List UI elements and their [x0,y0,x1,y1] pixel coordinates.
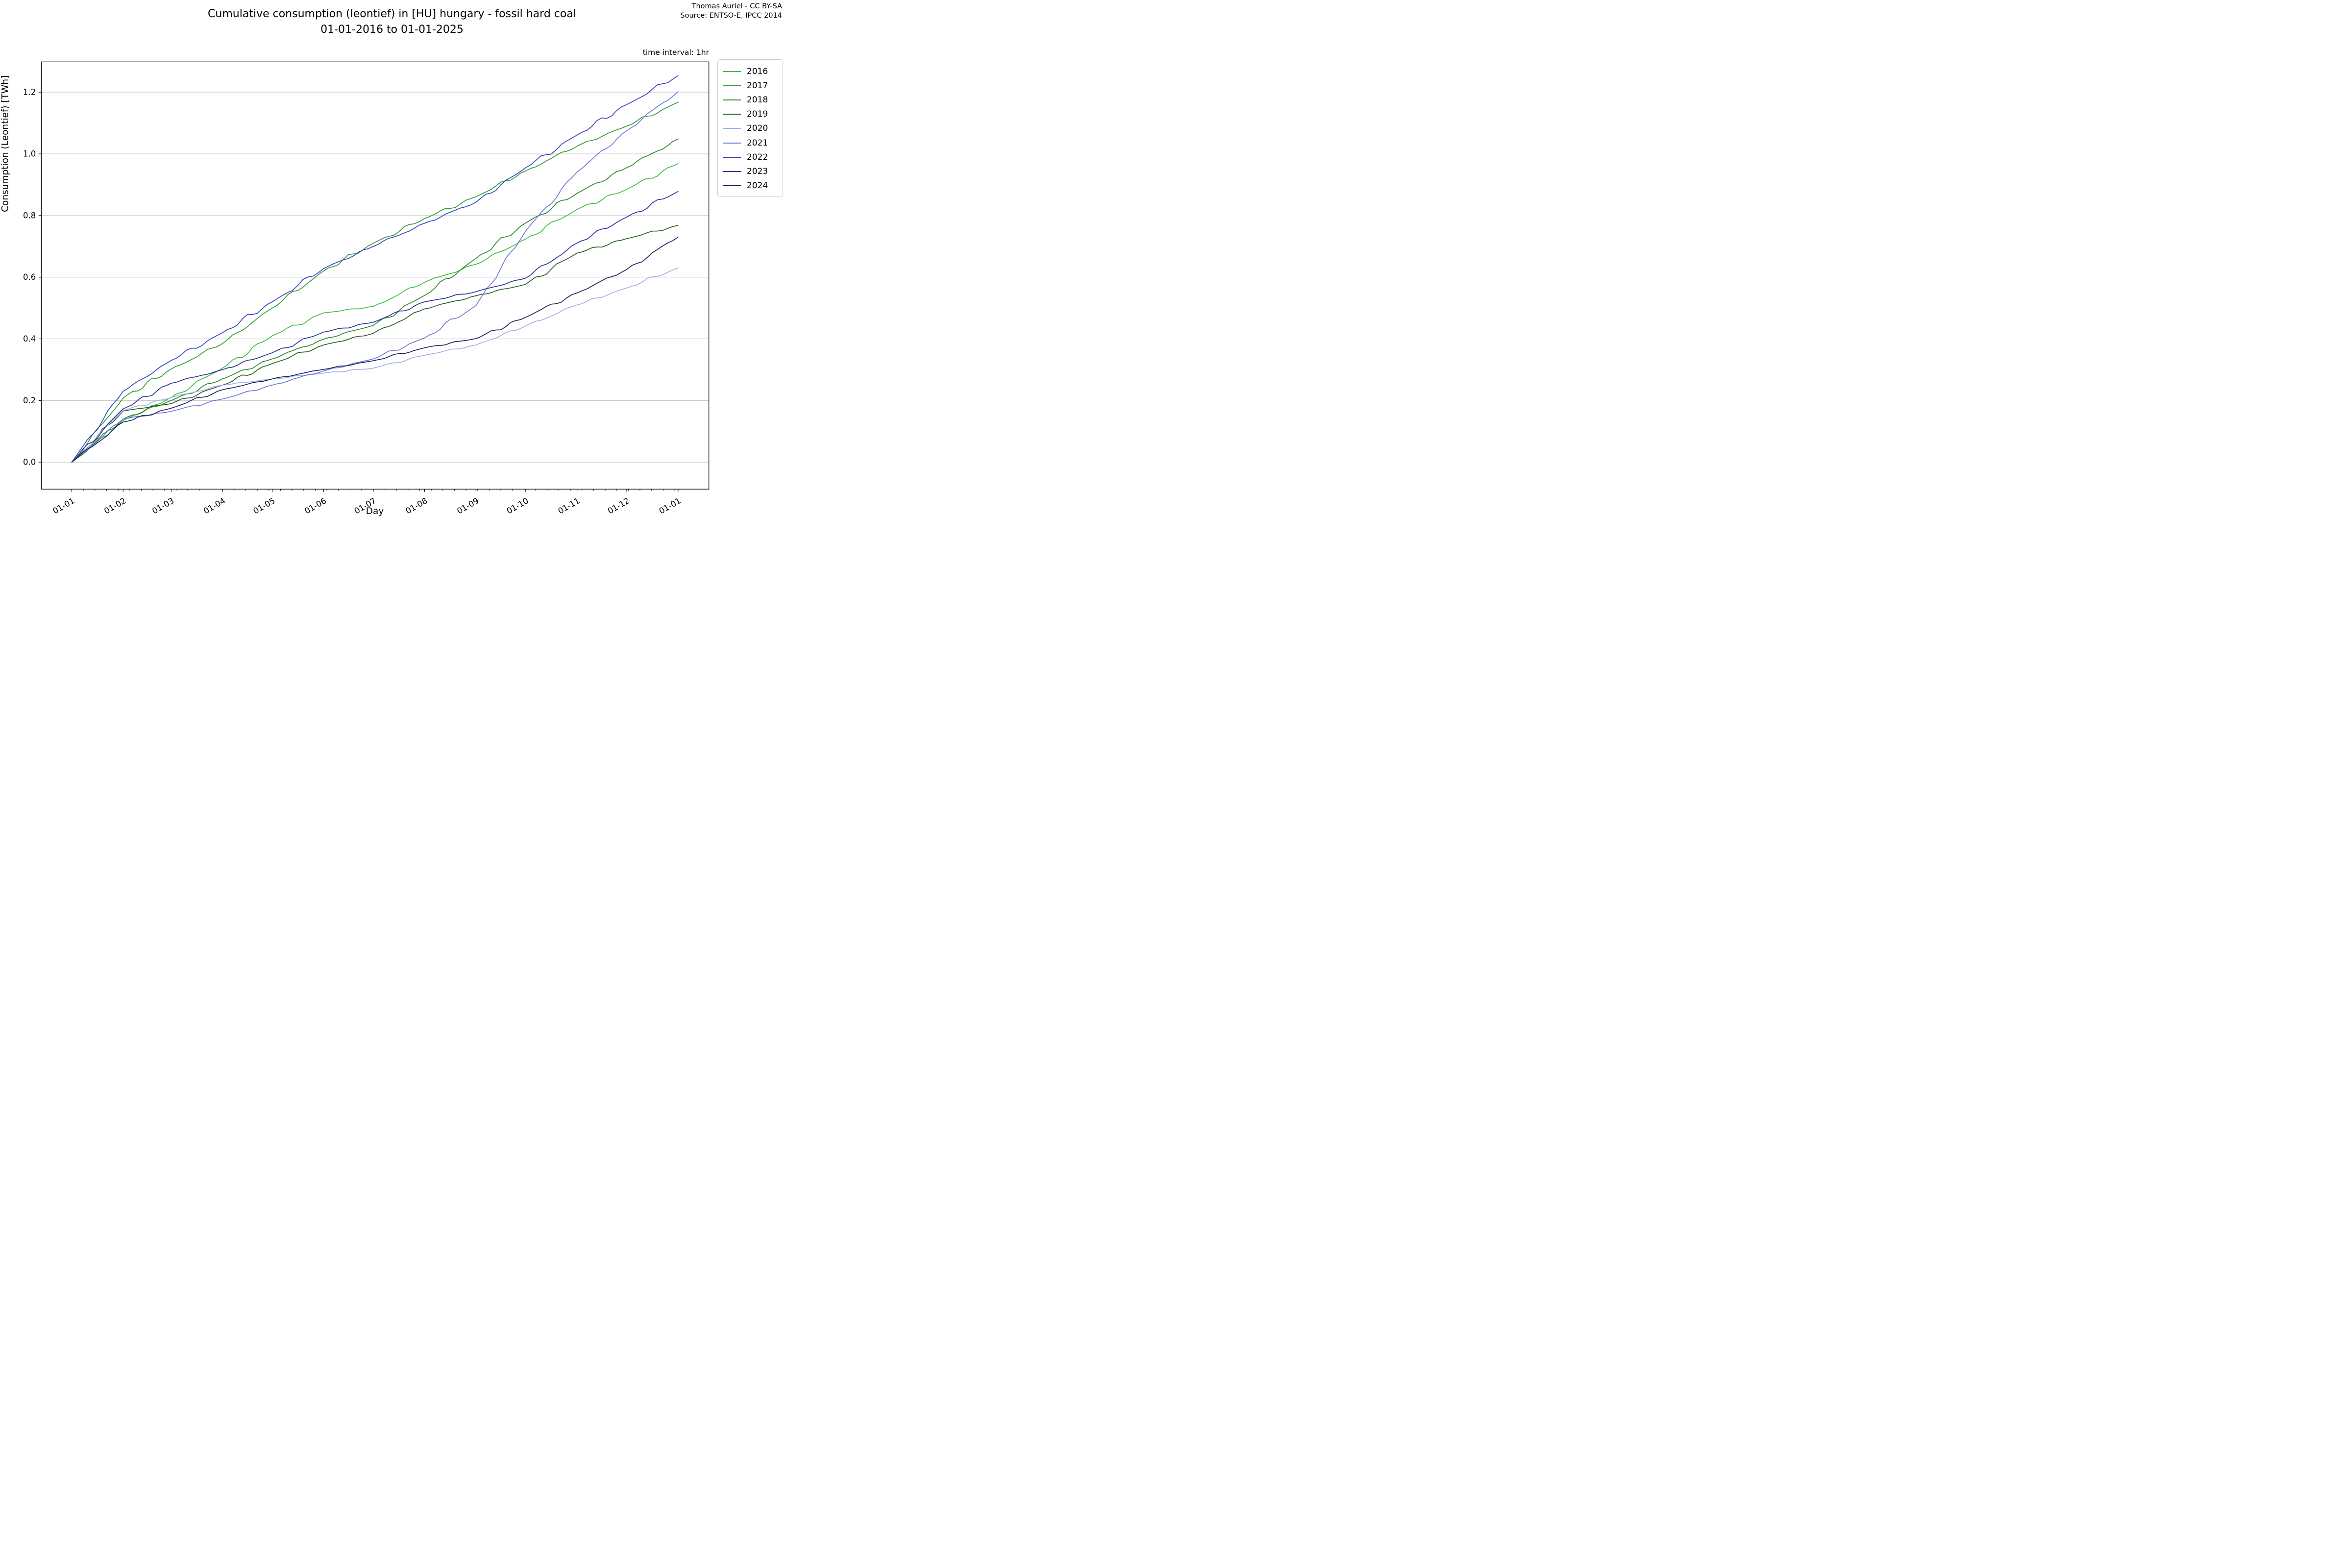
series-line-2021 [71,91,679,463]
gridlines [41,92,709,463]
legend-item-2018: 2018 [723,93,778,107]
legend-swatch-2022 [723,156,741,158]
legend-label-2023: 2023 [747,166,768,176]
y-tick-label: 0.0 [23,458,36,467]
chart-title-line2: 01-01-2016 to 01-01-2025 [320,23,464,36]
legend-label-2022: 2022 [747,152,768,162]
series-line-2019 [71,225,679,463]
x-tick-label: 01-01 [51,496,76,515]
legend-item-2023: 2023 [723,164,778,178]
legend-swatch-2018 [723,99,741,100]
x-axis-label: Day [366,506,384,516]
x-tick-label: 01-11 [557,496,582,515]
x-tick-label: 01-09 [455,496,480,515]
y-tick-label: 0.6 [23,272,36,282]
legend-swatch-2023 [723,171,741,172]
legend-item-2017: 2017 [723,78,778,93]
series-line-2024 [71,237,679,463]
series-line-2022 [71,75,679,463]
plot-area: 01-01 01-02 01-03 01-04 01-05 01-06 01-07 01-08… [23,61,710,516]
x-tick-label: 01-01 [658,496,683,515]
series-line-2016 [71,163,679,463]
series-lines [71,75,679,463]
legend: 2016 2017 2018 2019 2020 2021 2022 2023 2024 [717,59,783,197]
series-line-2018 [71,138,679,463]
x-tick-label: 01-08 [404,496,429,515]
y-tick-label: 0.8 [23,211,36,220]
y-tick-labels: 0.0 0.2 0.4 0.6 0.8 1.0 1.2 [23,88,36,467]
legend-swatch-2020 [723,128,741,129]
x-tick-label: 01-02 [102,496,127,515]
y-tick-label: 1.0 [23,149,36,159]
legend-swatch-2021 [723,142,741,144]
x-tick-label: 01-03 [150,496,175,515]
series-line-2017 [71,102,679,463]
figure: Cumulative consumption (leontief) in [HU… [0,0,784,523]
legend-label-2016: 2016 [747,66,768,76]
credit-text: Thomas Auriel - CC BY-SA Source: ENTSO-E… [680,2,782,21]
legend-label-2019: 2019 [747,109,768,120]
legend-label-2020: 2020 [747,123,768,134]
x-tick-label: 01-05 [252,496,277,515]
time-interval-note: time interval: 1hr [642,48,709,57]
chart-title: Cumulative consumption (leontief) in [HU… [208,6,576,38]
legend-item-2021: 2021 [723,136,778,150]
x-tick-label: 01-10 [505,496,530,515]
legend-item-2020: 2020 [723,122,778,136]
legend-item-2024: 2024 [723,179,778,193]
legend-item-2016: 2016 [723,64,778,78]
credit-source: Source: ENTSO-E, IPCC 2014 [680,11,782,20]
axis-ticks [38,92,679,492]
x-tick-label: 01-06 [303,496,328,515]
legend-label-2021: 2021 [747,138,768,148]
legend-label-2018: 2018 [747,95,768,105]
series-line-2020 [71,267,679,463]
series-line-2023 [71,191,679,463]
legend-swatch-2024 [723,185,741,187]
y-tick-label: 0.2 [23,396,36,405]
x-tick-label: 01-04 [202,496,227,515]
legend-swatch-2016 [723,71,741,72]
x-tick-label: 01-12 [606,496,631,515]
legend-label-2017: 2017 [747,80,768,91]
chart-title-line1: Cumulative consumption (leontief) in [HU… [208,8,576,20]
legend-label-2024: 2024 [747,181,768,191]
y-tick-label: 0.4 [23,334,36,343]
y-axis-label: Consumption (Leontief) [TWh] [0,75,11,212]
legend-item-2019: 2019 [723,107,778,122]
legend-swatch-2017 [723,85,741,86]
y-tick-label: 1.2 [23,88,36,97]
credit-author: Thomas Auriel - CC BY-SA [691,2,782,10]
legend-swatch-2019 [723,114,741,115]
plot-border [41,61,710,490]
legend-item-2022: 2022 [723,150,778,164]
